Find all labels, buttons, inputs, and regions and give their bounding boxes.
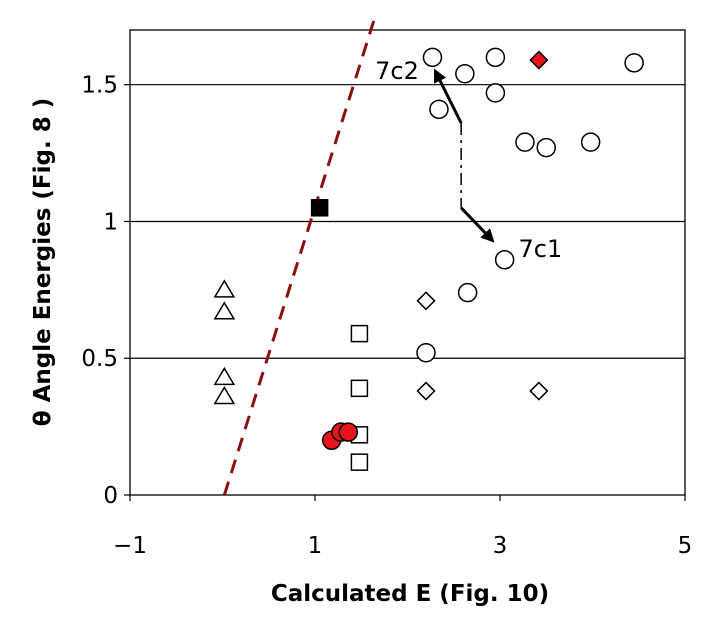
data-point-triangle xyxy=(213,366,236,386)
x-tick-label: 3 xyxy=(493,533,508,559)
y-axis-title: θ Angle Energies (Fig. 8 ) xyxy=(30,98,56,426)
data-point-circle xyxy=(624,53,644,73)
data-point-circle xyxy=(515,132,535,152)
data-point-diamond xyxy=(529,381,549,401)
x-tick-label: 1 xyxy=(308,533,323,559)
data-point-circle xyxy=(494,250,515,270)
y-tick-label: 0 xyxy=(103,483,118,509)
data-point-triangle xyxy=(213,279,236,298)
y-tick-label: 0.5 xyxy=(81,346,118,372)
y-tick-label: 1 xyxy=(103,209,118,235)
annotation-arrow xyxy=(460,206,495,243)
data-point-circle xyxy=(580,132,601,152)
data-point-triangle xyxy=(213,386,236,405)
annotation-label: 7c2 xyxy=(375,57,419,85)
data-point-circle xyxy=(536,137,556,158)
annotation-arrow xyxy=(433,68,463,124)
data-point-circle xyxy=(457,282,478,303)
data-point-square xyxy=(350,379,369,398)
data-point-triangle xyxy=(213,301,236,320)
x-axis-title: Calculated E (Fig. 10) xyxy=(271,581,549,607)
data-point-circle xyxy=(485,47,506,68)
data-point-circle xyxy=(485,83,506,103)
dashed-fit-line xyxy=(222,15,377,496)
annotation-label: 7c1 xyxy=(519,235,563,263)
data-point-diamond xyxy=(416,291,436,311)
data-point-circle xyxy=(429,99,449,120)
data-point-circle xyxy=(455,64,475,84)
x-tick-label: 5 xyxy=(678,533,693,559)
gridlines xyxy=(130,84,685,359)
data-points xyxy=(213,47,644,471)
x-tick-label: −1 xyxy=(113,533,147,559)
plot-area-frame xyxy=(129,29,686,496)
axis-ticks: 0 0.5 1 1.5 −1 1 3 5 xyxy=(81,73,692,559)
data-point-square xyxy=(350,453,369,471)
y-tick-label: 1.5 xyxy=(81,73,118,99)
data-point-circle xyxy=(338,422,359,442)
data-point-circle xyxy=(422,47,443,68)
data-point-circle xyxy=(416,343,436,363)
data-point-diamond xyxy=(529,50,549,70)
data-point-square xyxy=(350,324,369,343)
data-point-diamond xyxy=(416,381,436,401)
fit-line-layer xyxy=(222,15,377,496)
arrow-layer xyxy=(433,68,495,243)
data-point-square xyxy=(310,199,329,217)
annotation-layer: 7c2 7c1 xyxy=(375,57,562,263)
